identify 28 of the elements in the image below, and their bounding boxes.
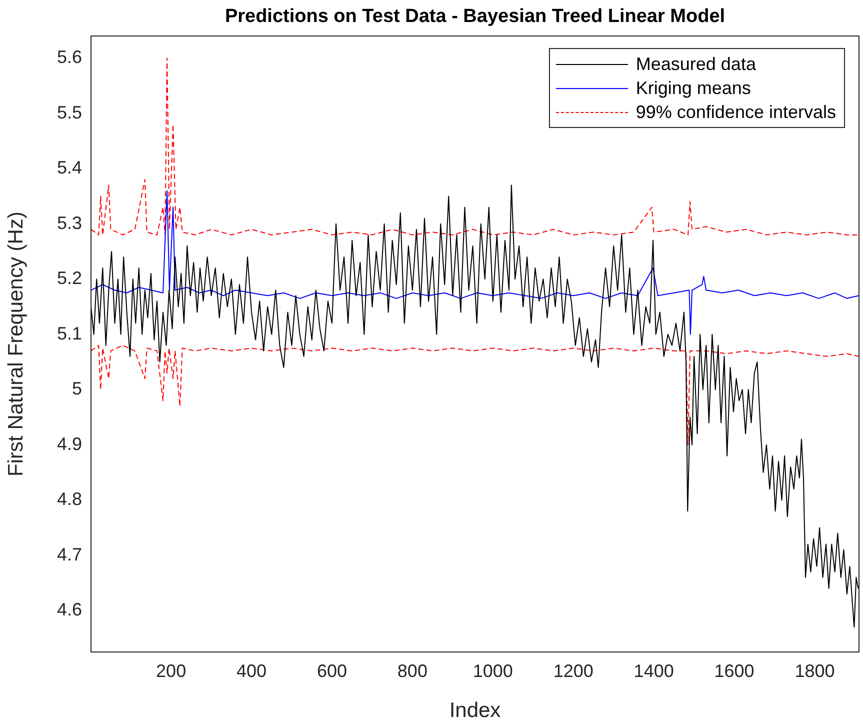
x-tick-label: 1800 <box>794 660 835 681</box>
y-axis-title: First Natural Frequency (Hz) <box>4 212 28 476</box>
y-tick-label: 4.8 <box>56 489 82 510</box>
line-series <box>91 58 859 236</box>
line-series <box>91 344 859 446</box>
y-tick-label: 5 <box>72 378 82 399</box>
y-tick-label: 5.3 <box>56 212 82 233</box>
x-tick-label: 1400 <box>634 660 674 681</box>
y-tick-label: 5.5 <box>56 102 82 122</box>
x-tick-label: 800 <box>397 660 428 681</box>
x-tick-label: 200 <box>156 660 186 681</box>
y-tick-label: 4.9 <box>56 434 82 454</box>
x-tick-label: 400 <box>236 660 267 681</box>
y-tick-label: 5.2 <box>56 268 82 288</box>
x-tick-label: 1600 <box>714 660 754 681</box>
legend-label: Measured data <box>636 54 756 74</box>
x-tick-label: 1000 <box>472 660 513 681</box>
y-tick-label: 4.7 <box>56 544 82 564</box>
y-tick-label: 5.1 <box>56 323 82 344</box>
x-tick-label: 1200 <box>553 660 594 681</box>
legend-label: 99% confidence intervals <box>636 102 836 122</box>
chart-title: Predictions on Test Data - Bayesian Treed Linear Model <box>224 6 726 28</box>
x-tick-label: 600 <box>316 660 348 681</box>
x-axis-title: Index <box>449 699 502 722</box>
y-tick-label: 5.4 <box>56 158 82 178</box>
legend-label: Kriging means <box>636 78 751 98</box>
y-tick-label: 4.6 <box>56 600 82 620</box>
y-tick-label: 5.6 <box>56 47 82 68</box>
